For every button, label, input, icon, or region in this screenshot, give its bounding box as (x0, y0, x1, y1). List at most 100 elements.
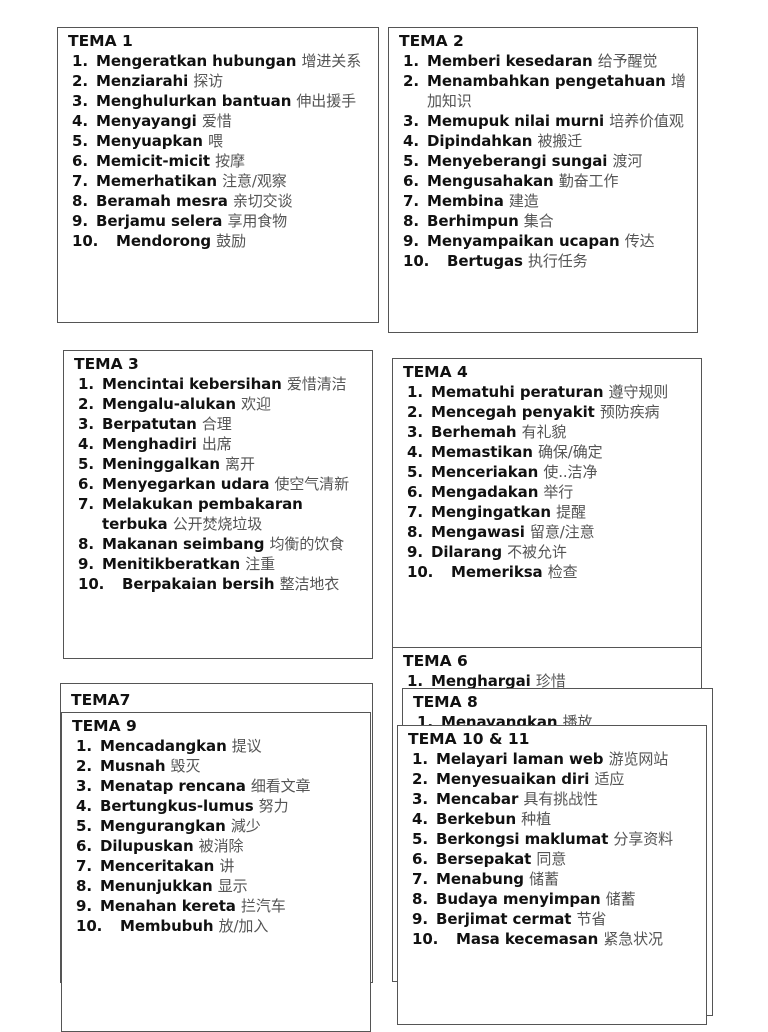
chinese-translation: 执行任务 (527, 252, 588, 270)
chinese-translation: 离开 (225, 455, 255, 473)
malay-term: Memastikan (431, 443, 533, 461)
list-item: 10. Bertugas 执行任务 (399, 251, 689, 271)
malay-term: Menceritakan (100, 857, 215, 875)
chinese-translation: 放/加入 (218, 917, 269, 935)
list-item: 3. Berpatutan 合理 (74, 414, 364, 434)
list-item: 10. Membubuh 放/加入 (72, 916, 362, 936)
malay-term: Menghargai (431, 672, 531, 690)
malay-term: Mencegah penyakit (431, 403, 595, 421)
chinese-translation: 使空气清新 (274, 475, 349, 493)
malay-term: Meninggalkan (102, 455, 220, 473)
chinese-translation: 努力 (258, 797, 289, 815)
list-item: 4. Bertungkus-lumus 努力 (72, 796, 362, 816)
item-number: 9. (72, 212, 88, 230)
list-item: 9. Dilarang 不被允许 (403, 542, 693, 562)
tema4-list: 1. Mematuhi peraturan 遵守规则 2. Mencegah peny… (403, 382, 693, 582)
list-item: 10. Berpakaian bersih 整洁地衣 (74, 574, 364, 594)
malay-term: Mengadakan (431, 483, 539, 501)
chinese-translation: 培养价值观 (609, 112, 684, 130)
list-item: 9. Berjamu selera 享用食物 (68, 211, 370, 231)
list-item: 3. Memupuk nilai murni 培养价值观 (399, 111, 689, 131)
chinese-translation: 按摩 (215, 152, 245, 170)
item-number: 6. (78, 475, 94, 493)
item-number: 2. (72, 72, 88, 90)
item-number: 9. (78, 555, 94, 573)
malay-term: Budaya menyimpan (436, 890, 601, 908)
list-item: 5. Mengurangkan 減少 (72, 816, 362, 836)
list-item: 2. Musnah 毁灭 (72, 756, 362, 776)
malay-term: Berhemah (431, 423, 517, 441)
item-number: 1. (412, 750, 428, 768)
item-number: 5. (403, 152, 419, 170)
item-number: 3. (403, 112, 419, 130)
item-number: 6. (76, 837, 92, 855)
item-number: 2. (412, 770, 428, 788)
chinese-translation: 检查 (547, 563, 578, 581)
item-number: 4. (78, 435, 94, 453)
chinese-translation: 使..洁净 (543, 463, 598, 481)
malay-term: Memerhatikan (96, 172, 217, 190)
chinese-translation: 爱惜清洁 (286, 375, 347, 393)
list-item: 1. Mencintai kebersihan 爱惜清洁 (74, 374, 364, 394)
item-number: 2. (78, 395, 94, 413)
malay-term: Mengalu-alukan (102, 395, 237, 413)
list-item: 10. Memeriksa 检查 (403, 562, 693, 582)
chinese-translation: 提醒 (556, 503, 586, 521)
chinese-translation: 注意/观察 (222, 172, 287, 190)
tema10-11-box: TEMA 10 & 11 1. Melayari laman web 游览网站 2. M… (397, 725, 707, 1025)
tema2-list: 1. Memberi kesedaran 给予醒觉 2. Menambahkan pe… (399, 51, 689, 271)
malay-term: Dilarang (431, 543, 502, 561)
chinese-translation: 亲切交谈 (232, 192, 293, 210)
malay-term: Memicit-micit (96, 152, 210, 170)
item-number: 1. (72, 52, 88, 70)
malay-term: Memeriksa (451, 563, 543, 581)
chinese-translation: 确保/确定 (538, 443, 603, 461)
chinese-translation: 预防疾病 (599, 403, 660, 421)
item-number: 2. (76, 757, 92, 775)
item-number: 10. (78, 575, 105, 593)
tema8-title: TEMA 8 (413, 693, 478, 711)
list-item: 2. Menziarahi 探访 (68, 71, 370, 91)
list-item: 5. Meninggalkan 离开 (74, 454, 364, 474)
list-item: 5. Menyeberangi sungai 渡河 (399, 151, 689, 171)
item-number: 6. (72, 152, 88, 170)
item-number: 1. (78, 375, 94, 393)
chinese-translation: 均衡的饮食 (269, 535, 345, 553)
malay-term: Menahan kereta (100, 897, 236, 915)
chinese-translation: 适应 (594, 770, 625, 788)
tema1-list: 1. Mengeratkan hubungan 增进关系 2. Menziarahi … (68, 51, 370, 251)
malay-term: Menceriakan (431, 463, 539, 481)
chinese-translation: 增加知识 (427, 72, 686, 110)
malay-term: Menambahkan pengetahuan (427, 72, 666, 90)
list-item: 6. Mengusahakan 勤奋工作 (399, 171, 689, 191)
malay-term: Menyuapkan (96, 132, 203, 150)
tema1-title: TEMA 1 (68, 32, 133, 50)
list-item: 7. Menceritakan 讲 (72, 856, 362, 876)
item-number: 5. (407, 463, 423, 481)
malay-term: Berhimpun (427, 212, 519, 230)
list-item: 5. Menyuapkan 喂 (68, 131, 370, 151)
tema4-title: TEMA 4 (403, 363, 468, 381)
list-item: 9. Berjimat cermat 节省 (408, 909, 698, 929)
malay-term: Menitikberatkan (102, 555, 241, 573)
item-number: 6. (403, 172, 419, 190)
chinese-translation: 伸出援手 (296, 92, 357, 110)
item-number: 7. (412, 870, 428, 888)
chinese-translation: 被搬迁 (537, 132, 583, 150)
item-number: 4. (412, 810, 428, 828)
malay-term: Menyesuaikan diri (436, 770, 590, 788)
malay-term: Membina (427, 192, 504, 210)
malay-term: Berjimat cermat (436, 910, 572, 928)
item-number: 5. (412, 830, 428, 848)
chinese-translation: 集合 (523, 212, 554, 230)
malay-term: Memberi kesedaran (427, 52, 593, 70)
malay-term: Mengawasi (431, 523, 525, 541)
chinese-translation: 种植 (521, 810, 551, 828)
malay-term: Bertungkus-lumus (100, 797, 254, 815)
tema10-11-list: 1. Melayari laman web 游览网站 2. Menyesuaikan … (408, 749, 698, 949)
malay-term: Mengingatkan (431, 503, 551, 521)
tema2-title: TEMA 2 (399, 32, 464, 50)
list-item: 6. Memicit-micit 按摩 (68, 151, 370, 171)
list-item: 9. Menahan kereta 拦汽车 (72, 896, 362, 916)
chinese-translation: 不被允许 (507, 543, 567, 561)
